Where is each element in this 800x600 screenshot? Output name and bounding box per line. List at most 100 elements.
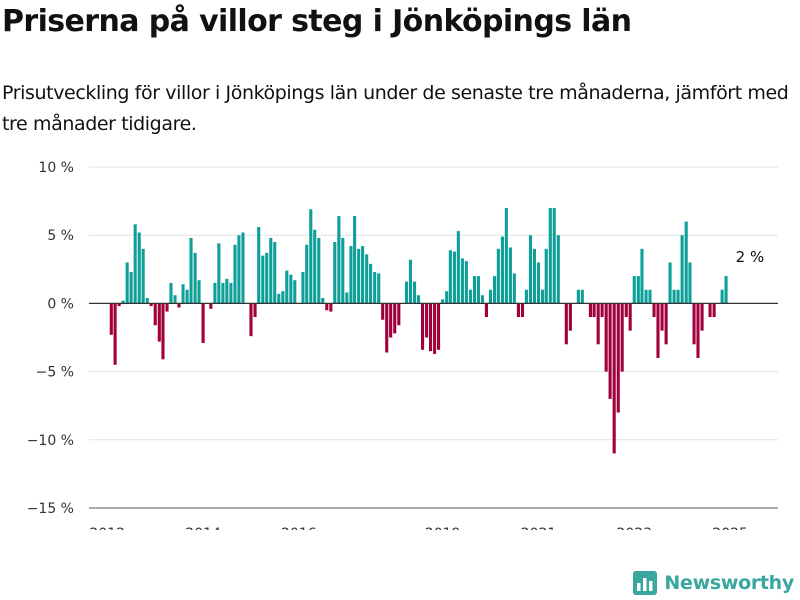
- y-tick-label: 10 %: [38, 160, 74, 176]
- bar: [313, 229, 317, 304]
- bar: [113, 303, 117, 365]
- bar: [520, 303, 525, 318]
- bar: [397, 303, 401, 326]
- bar: [129, 272, 133, 304]
- bar: [133, 224, 137, 304]
- chart-title: Priserna på villor steg i Jönköpings län: [2, 4, 632, 39]
- bar: [249, 303, 253, 337]
- bar: [213, 282, 217, 304]
- bar: [660, 303, 664, 331]
- bar: [664, 303, 668, 345]
- bar: [361, 246, 365, 304]
- bar: [468, 289, 472, 304]
- bar: [516, 303, 520, 318]
- bar: [564, 303, 568, 345]
- bar: [341, 237, 345, 304]
- bar: [333, 242, 337, 304]
- bar: [676, 289, 680, 304]
- bar: [121, 300, 125, 304]
- y-tick-label: −10 %: [27, 433, 74, 449]
- bar: [508, 247, 512, 304]
- bar: [237, 235, 241, 304]
- bar: [712, 303, 716, 318]
- bar: [193, 252, 197, 304]
- bar: [628, 303, 632, 331]
- bar: [425, 303, 429, 338]
- x-tick-label: 2025: [712, 526, 748, 530]
- bar: [436, 303, 441, 350]
- bar: [345, 292, 349, 304]
- bar: [301, 272, 305, 304]
- bar: [189, 237, 193, 304]
- bar: [393, 303, 397, 334]
- bar: [672, 289, 676, 304]
- bar: [365, 254, 369, 304]
- bar: [141, 248, 145, 304]
- bar: [624, 303, 628, 318]
- x-tick-label: 2023: [616, 526, 652, 530]
- bar: [596, 303, 600, 345]
- bar: [289, 274, 293, 304]
- bar: [484, 303, 488, 318]
- bar: [269, 237, 273, 304]
- brand: Newsworthy: [632, 570, 794, 596]
- bar: [408, 259, 413, 304]
- bar: [349, 246, 353, 304]
- bar: [161, 303, 165, 360]
- y-tick-label: −15 %: [27, 501, 74, 517]
- bar: [321, 297, 325, 304]
- bar: [125, 262, 129, 304]
- bar: [433, 303, 437, 354]
- y-tick-label: −5 %: [36, 365, 74, 381]
- bar: [369, 263, 373, 304]
- bar: [464, 261, 468, 304]
- bar: [720, 289, 724, 304]
- bar: [381, 303, 385, 320]
- bar: [109, 303, 113, 335]
- bar: [329, 303, 333, 312]
- bar: [724, 276, 728, 304]
- bar: [448, 250, 452, 304]
- bar: [640, 248, 644, 304]
- bar: [185, 289, 189, 304]
- bar: [149, 303, 153, 307]
- bar: [177, 303, 181, 308]
- bar: [420, 303, 425, 350]
- bar: [524, 289, 528, 304]
- y-tick-label: 5 %: [47, 228, 74, 244]
- brand-name: Newsworthy: [664, 572, 794, 594]
- bar: [496, 248, 500, 304]
- bar: [500, 236, 504, 304]
- bar: [233, 244, 237, 304]
- bar: [273, 242, 277, 304]
- bar: [229, 282, 233, 304]
- bar: [536, 262, 541, 304]
- bar: [708, 303, 712, 318]
- bar: [241, 232, 245, 304]
- bar: [357, 248, 361, 304]
- bar: [700, 303, 704, 331]
- bar: [325, 303, 329, 311]
- bar: [480, 295, 485, 304]
- bar: [337, 216, 341, 304]
- bar: [285, 270, 289, 304]
- x-tick-label: 2019: [425, 526, 461, 530]
- x-tick-label: 2014: [185, 526, 221, 530]
- bar: [428, 303, 433, 352]
- bar: [656, 303, 660, 358]
- bar: [445, 291, 449, 304]
- bar: [604, 303, 608, 372]
- bar: [632, 276, 636, 304]
- bar: [556, 235, 560, 304]
- bar: [648, 289, 652, 304]
- bar: [225, 278, 229, 304]
- bar: [636, 276, 640, 304]
- bar: [528, 235, 533, 304]
- bar: [117, 303, 121, 307]
- bar: [169, 282, 173, 304]
- bar: [201, 303, 205, 343]
- bar: [616, 303, 620, 413]
- bar: [153, 303, 157, 326]
- bar: [552, 207, 556, 304]
- bar: [221, 282, 225, 304]
